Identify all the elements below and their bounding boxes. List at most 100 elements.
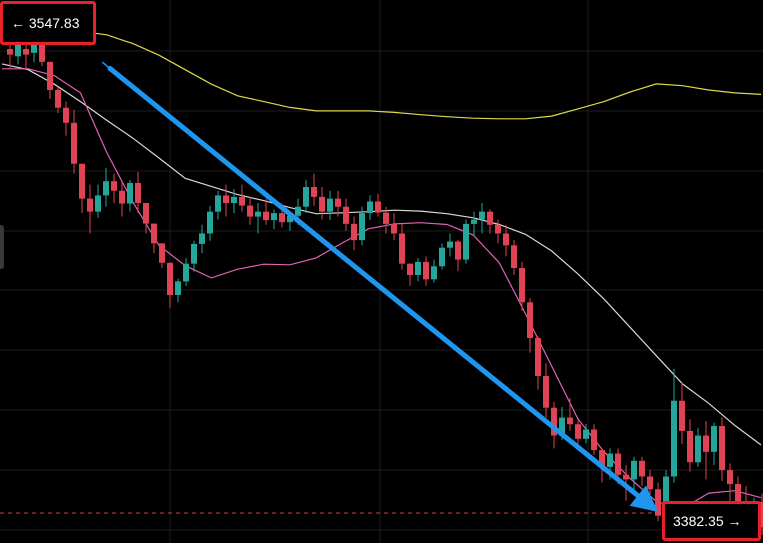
candle-body [167, 262, 173, 296]
candle-body [431, 266, 437, 280]
candle-body [615, 453, 621, 475]
candle-body [327, 198, 333, 212]
candle-body [535, 337, 541, 377]
candle-body [223, 195, 229, 203]
candle-body [735, 484, 741, 505]
candle-body [343, 206, 349, 224]
candle-body [543, 376, 549, 408]
low-price-label: 3382.35 → [662, 501, 761, 541]
candle-body [647, 476, 653, 490]
candle-body [407, 263, 413, 275]
candle-body [351, 223, 357, 241]
candle-body [7, 49, 13, 55]
candle-body [255, 211, 261, 217]
candle-body [183, 263, 189, 282]
candle-body [71, 122, 77, 164]
candle-body [55, 90, 61, 108]
candle-body [303, 187, 309, 207]
candle-body [727, 470, 733, 485]
candle-body [559, 417, 565, 436]
candle-body [655, 489, 661, 516]
candle-body [719, 425, 725, 471]
candle-body [623, 474, 629, 480]
candle-body [63, 107, 69, 123]
candle-body [47, 61, 53, 91]
candle-body [671, 400, 677, 477]
candle-body [151, 223, 157, 244]
candle-body [455, 241, 461, 260]
candle-body [439, 247, 445, 267]
candle-body [495, 224, 501, 234]
candle-body [591, 429, 597, 451]
low-price-text: 3382.35 → [673, 513, 742, 529]
candle-body [415, 261, 421, 275]
candle-body [367, 201, 373, 214]
candle-body [383, 212, 389, 224]
candle-body [295, 206, 301, 216]
candle-body [39, 42, 45, 62]
candle-body [15, 40, 21, 57]
candle-body [311, 187, 317, 197]
candle-body [23, 49, 29, 55]
candle-body [567, 417, 573, 425]
candle-body [335, 198, 341, 207]
candle-body [207, 211, 213, 234]
arrow-tail [101, 61, 111, 70]
upper-band-line [1, 27, 762, 120]
candle-body [607, 453, 613, 467]
candle-body [231, 196, 237, 203]
candle-body [159, 243, 165, 263]
arrow-head [629, 485, 658, 512]
candle-body [31, 42, 37, 53]
candle-body [423, 261, 429, 280]
candle-body [279, 213, 285, 223]
candle-body [135, 182, 141, 203]
candle-body [199, 233, 205, 244]
candle-body [119, 190, 125, 204]
candle-body [551, 407, 557, 436]
candle-body [519, 268, 525, 303]
candle-body [263, 211, 269, 221]
candle-body [79, 163, 85, 199]
candle-body [527, 302, 533, 338]
candle-body [215, 195, 221, 212]
candle-body [679, 400, 685, 431]
arrow-shaft [107, 65, 641, 499]
candle-body [391, 223, 397, 234]
candle-body [399, 233, 405, 264]
candle-body [663, 476, 669, 516]
candle-body [191, 243, 197, 264]
candle-body [287, 215, 293, 223]
candle-body [359, 213, 365, 241]
candle-body [375, 201, 381, 213]
candle-body [319, 196, 325, 212]
high-price-label: ← 3547.83 [0, 1, 96, 45]
high-price-text: ← 3547.83 [11, 15, 80, 31]
price-candles [7, 32, 763, 536]
candle-body [639, 460, 645, 477]
candle-body [503, 233, 509, 246]
panel-drag-handle[interactable] [0, 225, 4, 269]
candle-body [127, 182, 133, 204]
candle-body [95, 195, 101, 212]
candle-body [471, 219, 477, 224]
candle-body [511, 245, 517, 269]
candle-body [111, 181, 117, 191]
candle-body [239, 196, 245, 206]
candle-body [271, 213, 277, 221]
candle-body [759, 502, 763, 528]
trend-arrow [101, 61, 658, 512]
candle-body [487, 211, 493, 225]
candle-body [87, 198, 93, 212]
middle-band-line [1, 63, 762, 446]
candle-body [103, 181, 109, 196]
candle-body [695, 435, 701, 463]
candle-body [247, 205, 253, 217]
candle-body [703, 435, 709, 452]
candle-body [687, 430, 693, 463]
candle-body [599, 450, 605, 467]
candle-body [479, 211, 485, 220]
candle-body [447, 241, 453, 248]
